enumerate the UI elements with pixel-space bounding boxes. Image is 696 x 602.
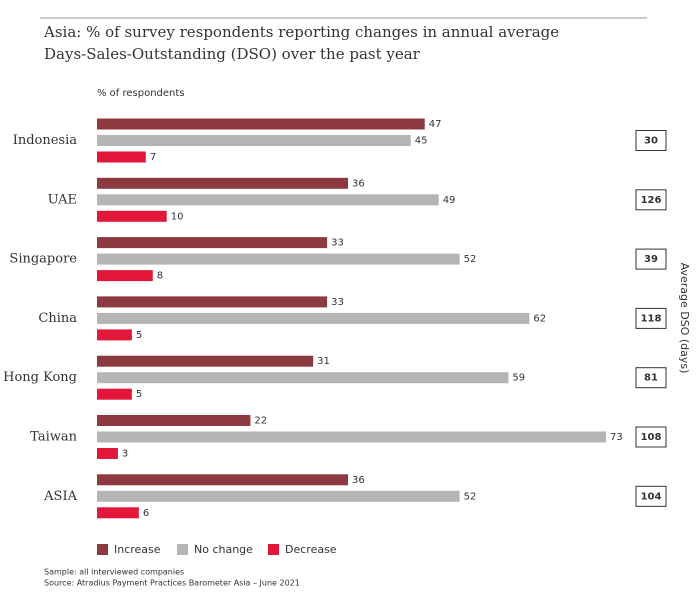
value-label: 52 [464, 491, 477, 502]
dso-value: 81 [644, 373, 658, 384]
axis-label: % of respondents [97, 88, 185, 99]
value-label: 31 [317, 356, 330, 367]
legend-label: No change [194, 543, 253, 556]
value-label: 52 [464, 254, 477, 265]
value-label: 73 [610, 432, 623, 443]
value-label: 3 [122, 449, 128, 460]
value-label: 36 [352, 178, 365, 189]
bar [97, 474, 349, 486]
bar [97, 210, 167, 222]
bar [97, 329, 132, 341]
note: Sample: all interviewed companies [44, 568, 184, 577]
category-label: Taiwan [30, 430, 77, 445]
dso-box [635, 130, 667, 151]
bar [97, 388, 132, 400]
bar [97, 253, 460, 265]
bar [97, 448, 118, 459]
dso-value: 30 [644, 136, 658, 147]
bar [97, 194, 439, 206]
value-label: 22 [254, 416, 267, 427]
bar [97, 507, 139, 519]
dso-value: 126 [641, 195, 662, 206]
category-label: Indonesia [13, 133, 78, 148]
bar [97, 296, 328, 308]
value-label: 5 [136, 389, 142, 400]
legend-swatch [268, 544, 279, 555]
bar [97, 177, 349, 189]
dso-box [635, 189, 667, 211]
note: Source: Atradius Payment Practices Barom… [44, 579, 300, 588]
dso-box [635, 248, 667, 270]
legend-swatch [97, 544, 108, 555]
bar [97, 151, 146, 163]
value-label: 7 [150, 152, 156, 163]
category-label: UAE [48, 192, 77, 207]
dso-box [635, 307, 667, 329]
bar [97, 312, 530, 324]
legend-label: Decrease [285, 543, 337, 556]
value-label: 59 [512, 373, 525, 384]
value-label: 45 [415, 136, 428, 147]
value-label: 8 [157, 271, 163, 282]
chart-title: Asia: % of survey respondents reporting … [43, 23, 559, 41]
bar [97, 372, 509, 384]
bar [97, 415, 251, 426]
dso-title: Average DSO (days) [678, 263, 691, 374]
bar [97, 135, 411, 146]
chart-subtitle: Days-Sales-Outstanding (DSO) over the pa… [44, 45, 421, 63]
bar [97, 490, 460, 502]
category-label: ASIA [43, 489, 77, 504]
value-label: 49 [443, 195, 456, 206]
dso-value: 104 [641, 491, 662, 502]
dso-value: 39 [644, 254, 658, 265]
value-label: 5 [136, 330, 142, 341]
value-label: 33 [331, 297, 344, 308]
bar [97, 431, 607, 443]
dso-value: 118 [641, 313, 662, 324]
bar [97, 237, 328, 249]
category-label: China [38, 311, 77, 326]
value-label: 6 [143, 508, 149, 519]
category-label: Singapore [9, 252, 77, 267]
value-label: 33 [331, 238, 344, 249]
category-label: Hong Kong [3, 370, 77, 385]
legend-label: Increase [114, 543, 161, 556]
bar [97, 118, 425, 130]
bar [97, 355, 314, 367]
value-label: 36 [352, 475, 365, 486]
dso-box [635, 485, 667, 507]
dso-box [635, 367, 667, 389]
value-label: 62 [533, 313, 546, 324]
dso-value: 108 [641, 432, 662, 443]
legend-swatch [177, 544, 188, 555]
bar [97, 270, 153, 282]
value-label: 10 [171, 211, 184, 222]
value-label: 47 [429, 119, 442, 130]
dso-box [635, 426, 667, 448]
